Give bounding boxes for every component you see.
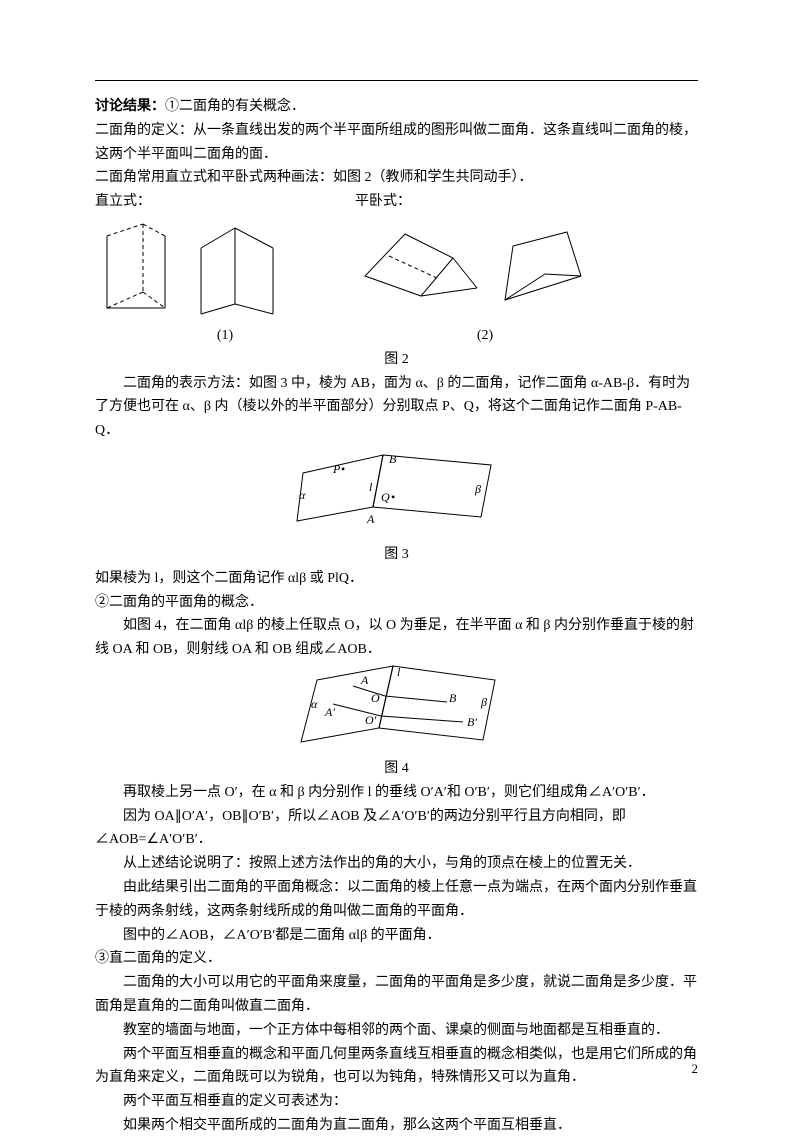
fig2-row [95,218,698,322]
svg-text:l: l [369,480,373,494]
svg-text:β: β [480,695,487,709]
svg-text:O: O [371,691,380,705]
style-labels-row: 直立式： 平卧式： [95,190,698,214]
upright-label: 直立式： [95,190,355,214]
para-a: 再取棱上另一点 O′，在 α 和 β 内分别作 l 的垂线 O′A′和 O′B′… [95,781,698,805]
para-e: 图中的∠AOB，∠A′O′B′都是二面角 αlβ 的平面角． [95,924,698,948]
para-g: 教室的墙面与地面，一个正方体中每相邻的两个面、课桌的侧面与地面都是互相垂直的． [95,1019,698,1043]
fig4-block: AlOαA′O′BβB′ [95,662,698,757]
fig2-label: 图 2 [95,348,698,372]
svg-text:B′: B′ [467,715,477,729]
discussion-item1: ①二面角的有关概念． [165,99,305,114]
para-b: 因为 OA∥O′A′，OB∥O′B′，所以∠AOB 及∠A′O′B′的两边分别平… [95,805,698,853]
para-f: 二面角的大小可以用它的平面角来度量，二面角的平面角是多少度，就说二面角是多少度．… [95,971,698,1019]
item2: ②二面角的平面角的概念． [95,591,698,615]
svg-text:•: • [391,490,395,504]
svg-text:β: β [474,482,481,496]
svg-text:B: B [389,452,397,466]
para-j: 如果两个相交平面所成的二面角为直二面角，那么这两个平面互相垂直． [95,1114,698,1138]
svg-text:O′: O′ [365,713,377,727]
svg-text:P: P [332,462,341,476]
page: 讨论结果：①二面角的有关概念． 二面角的定义：从一条直线出发的两个半平面所组成的… [0,0,793,1122]
para-h: 两个平面互相垂直的概念和平面几何里两条直线互相垂直的概念相类似，也是用它们所成的… [95,1043,698,1091]
svg-text:A: A [360,673,369,687]
svg-text:α: α [299,488,306,502]
after-fig3: 如果棱为 l，则这个二面角记作 αlβ 或 PlQ． [95,567,698,591]
fig4-label: 图 4 [95,757,698,781]
fig3-block: P•BαlβQ•A [95,443,698,543]
fig4-svg: AlOαA′O′BβB′ [277,662,517,757]
svg-text:A′: A′ [324,705,335,719]
svg-text:A: A [366,512,375,526]
cap-1: (1) [95,324,355,348]
fig2-left-block [95,218,355,322]
page-number: 2 [692,1058,699,1080]
fig2-right-svg [355,226,585,322]
fig2-left-svg [95,218,315,322]
item3: ③直二面角的定义． [95,947,698,971]
top-rule [95,80,698,81]
fig2-right-block [355,226,615,322]
discussion-label: 讨论结果： [95,99,165,114]
fig2-captions: (1) (2) [95,324,698,348]
para-d: 由此结果引出二面角的平面角概念：以二面角的棱上任意一点为端点，在两个面内分别作垂… [95,876,698,924]
svg-text:•: • [341,462,345,476]
fig3-svg: P•BαlβQ•A [277,443,517,543]
svg-text:α: α [311,697,318,711]
svg-text:Q: Q [381,490,390,504]
cap-2: (2) [355,324,615,348]
para-def: 二面角的定义：从一条直线出发的两个半平面所组成的图形叫做二面角．这条直线叫二面角… [95,119,698,167]
fig3-label: 图 3 [95,543,698,567]
para-c: 从上述结论说明了：按照上述方法作出的角的大小，与角的顶点在棱上的位置无关． [95,852,698,876]
discussion-line: 讨论结果：①二面角的有关概念． [95,95,698,119]
para-drawings: 二面角常用直立式和平卧式两种画法：如图 2（教师和学生共同动手）． [95,166,698,190]
para-fig4a: 如图 4，在二面角 αlβ 的棱上任取点 O，以 O 为垂足，在半平面 α 和 … [95,614,698,662]
para-i: 两个平面互相垂直的定义可表述为： [95,1090,698,1114]
flat-label: 平卧式： [355,190,411,214]
para-fig3a: 二面角的表示方法：如图 3 中，棱为 AB，面为 α、β 的二面角，记作二面角 … [95,372,698,443]
svg-text:B: B [449,691,457,705]
